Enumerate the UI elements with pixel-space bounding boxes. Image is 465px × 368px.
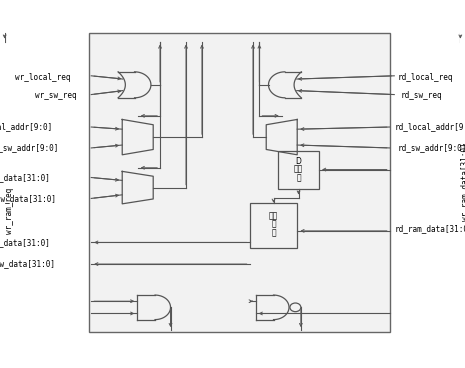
- Text: D: D: [296, 157, 301, 166]
- Text: wr_sw_req: wr_sw_req: [35, 91, 77, 100]
- FancyBboxPatch shape: [250, 203, 298, 248]
- Text: rd_local_req: rd_local_req: [398, 73, 453, 82]
- Text: rd_local_addr[9:0]: rd_local_addr[9:0]: [395, 123, 465, 131]
- Text: wr_local_addr[9:0]: wr_local_addr[9:0]: [0, 123, 53, 131]
- Text: wr_ram_req: wr_ram_req: [5, 188, 13, 234]
- Text: wr_sw_addr[9:0]: wr_sw_addr[9:0]: [0, 144, 59, 152]
- Text: rd_sw_addr[9:0]: rd_sw_addr[9:0]: [398, 144, 465, 152]
- Text: 电: 电: [271, 219, 276, 228]
- Text: 路: 路: [271, 228, 276, 237]
- Text: rd_sw_req: rd_sw_req: [400, 91, 442, 100]
- Text: 器: 器: [296, 173, 301, 182]
- Text: wr_local_req: wr_local_req: [15, 73, 71, 82]
- Text: wr_sw_data[31:0]: wr_sw_data[31:0]: [0, 194, 56, 203]
- Text: 发数: 发数: [269, 211, 278, 220]
- Text: rd_sw_data[31:0]: rd_sw_data[31:0]: [0, 259, 56, 269]
- Text: rd_ram_data[31:0]: rd_ram_data[31:0]: [395, 224, 465, 234]
- Text: Wr_local_data[31:0]: Wr_local_data[31:0]: [0, 173, 50, 182]
- FancyBboxPatch shape: [89, 32, 390, 332]
- FancyBboxPatch shape: [278, 151, 319, 188]
- Text: rd_local_data[31:0]: rd_local_data[31:0]: [0, 238, 50, 247]
- Text: 触发: 触发: [294, 164, 303, 173]
- Text: wr_ram_data[31:0]: wr_ram_data[31:0]: [460, 142, 465, 221]
